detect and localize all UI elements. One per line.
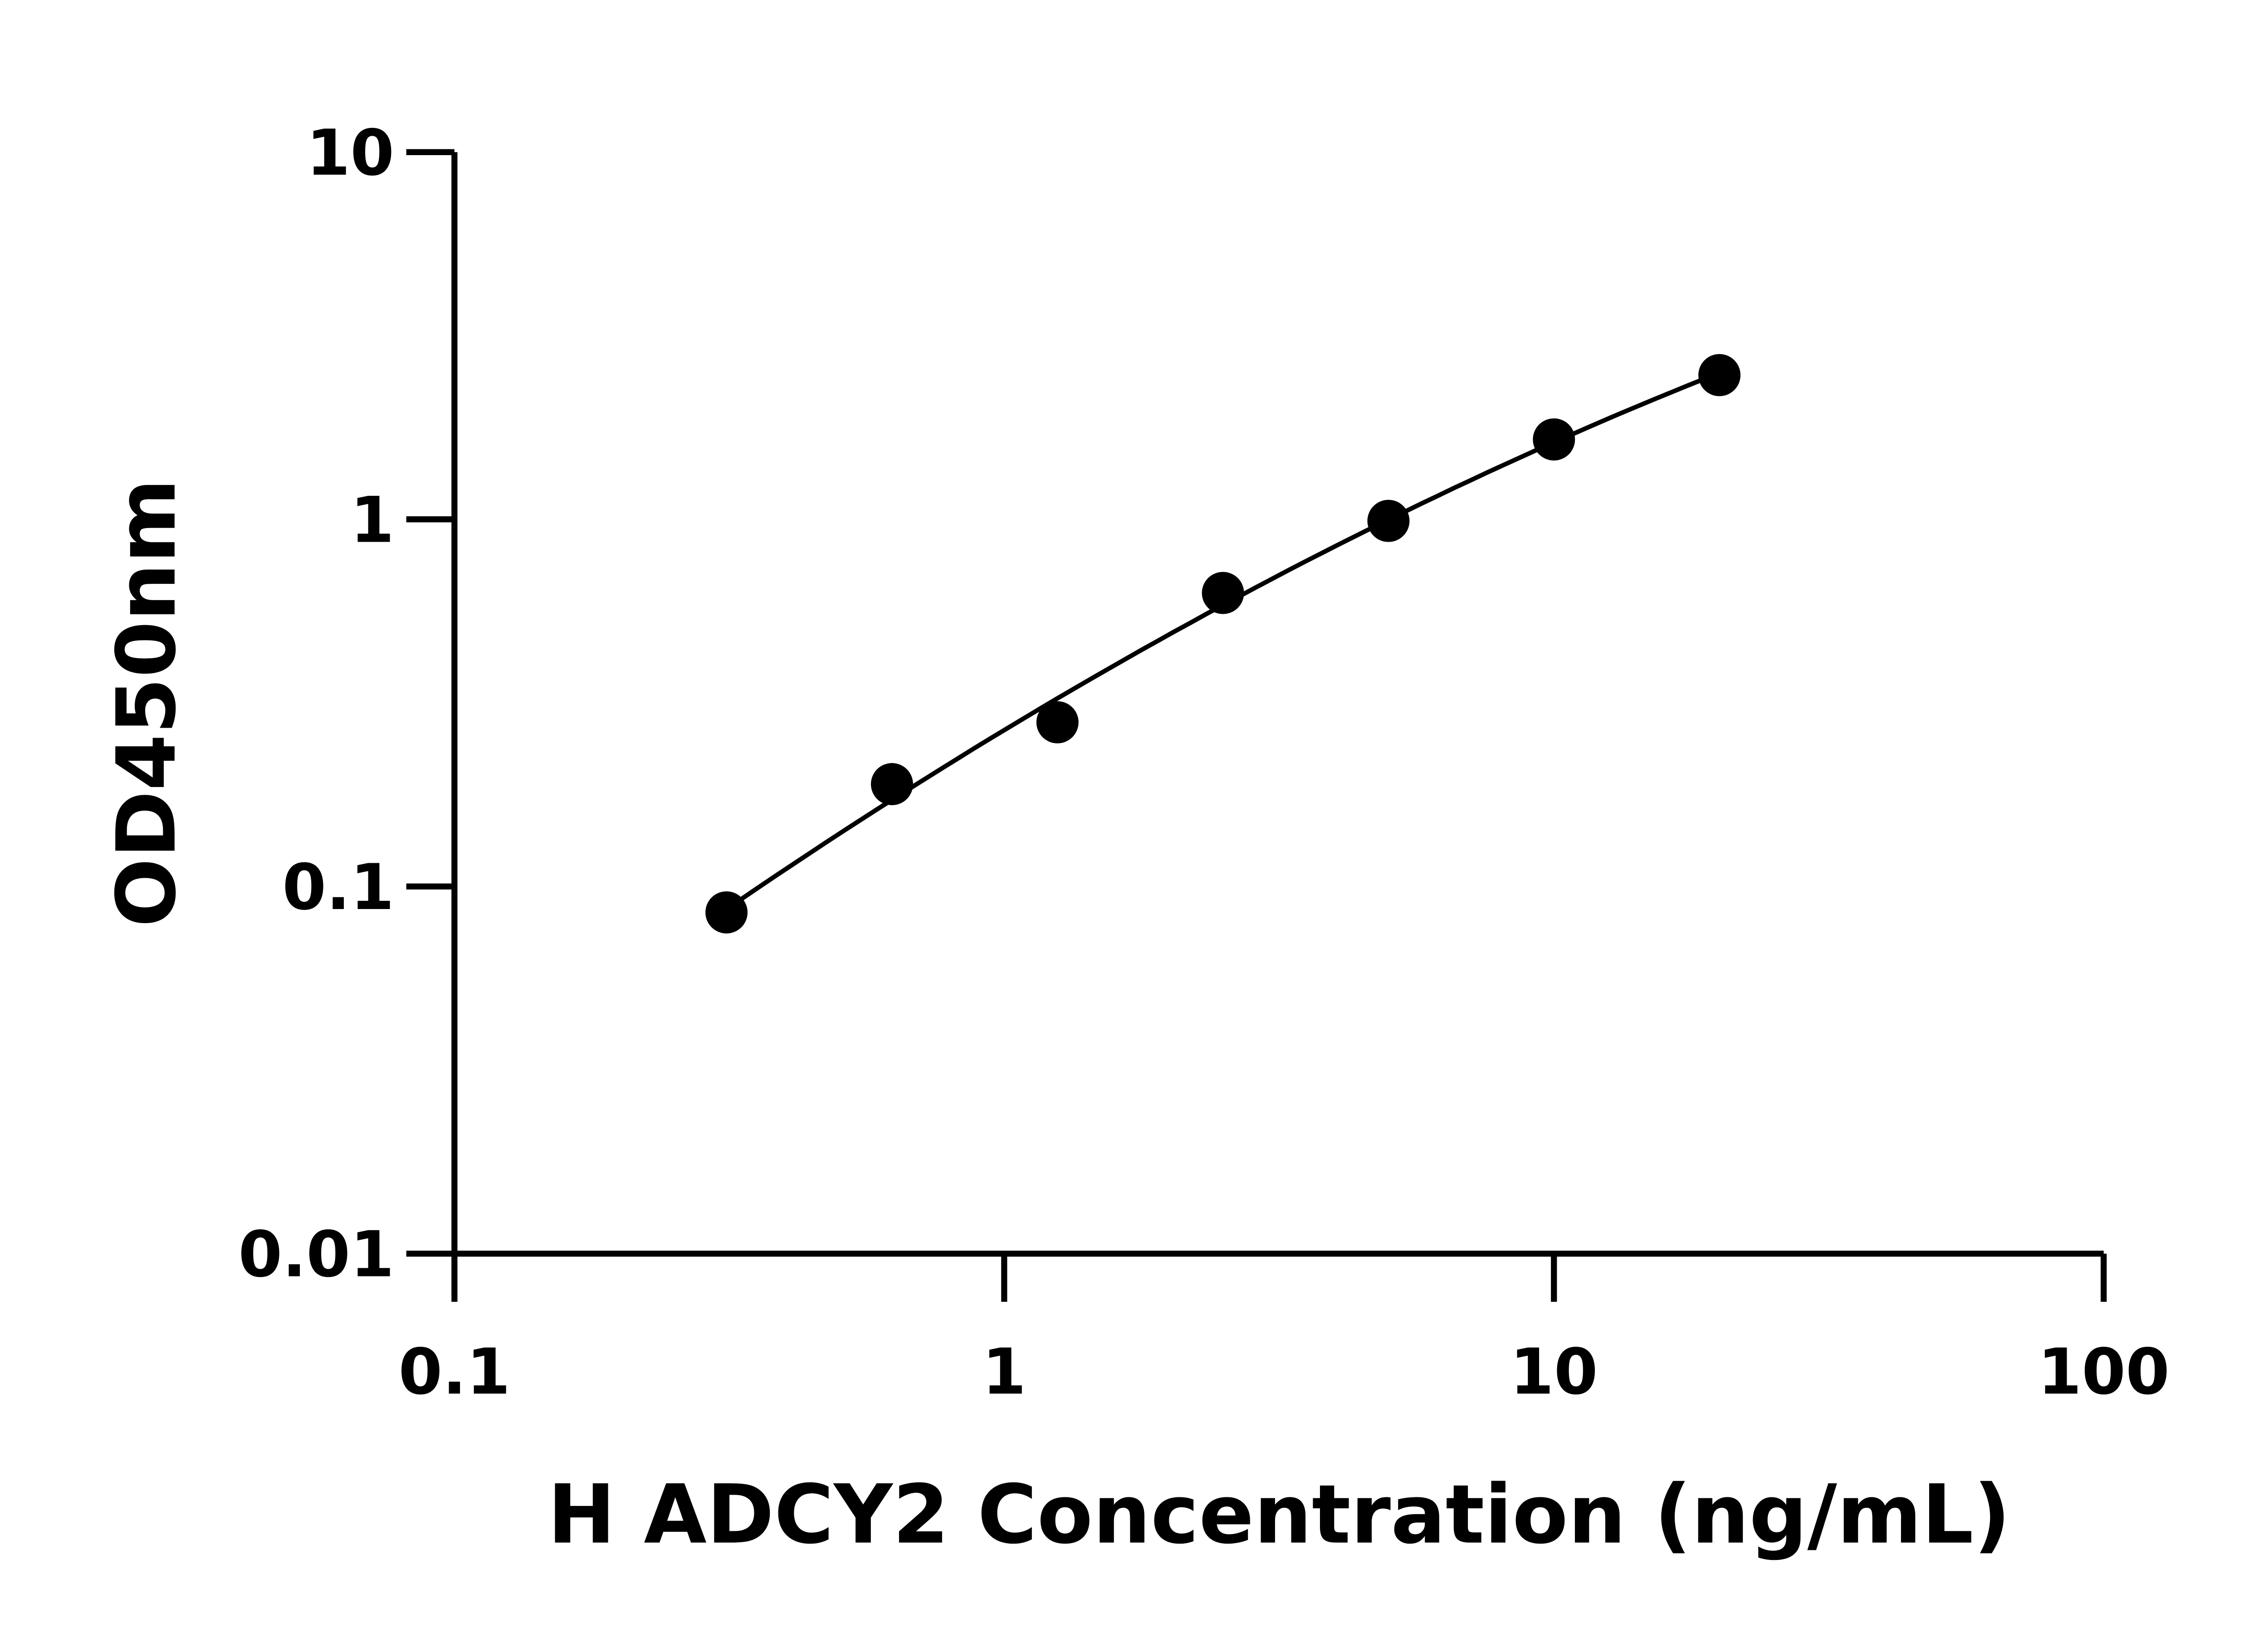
fit-curve-group — [725, 371, 1721, 911]
y-tick-label: 0.1 — [282, 851, 394, 924]
y-tick-label: 10 — [306, 116, 394, 190]
x-tick-label: 1 — [982, 1335, 1026, 1408]
data-point — [1202, 572, 1244, 614]
data-point — [1533, 418, 1575, 461]
data-point — [870, 763, 913, 806]
x-axis-label: H ADCY2 Concentration (ng/mL) — [547, 1468, 2010, 1562]
fit-curve — [725, 371, 1721, 911]
x-tick-label: 0.1 — [398, 1335, 510, 1408]
data-point — [1698, 354, 1741, 396]
y-axis-label: OD450nm — [100, 479, 194, 927]
data-point — [705, 891, 748, 934]
data-point — [1367, 499, 1410, 542]
data-points — [705, 354, 1741, 934]
x-tick-label: 10 — [1510, 1335, 1598, 1408]
y-tick-label: 0.01 — [238, 1217, 394, 1291]
x-tick-label: 100 — [2038, 1335, 2170, 1408]
y-tick-label: 1 — [350, 484, 394, 557]
data-point — [1036, 701, 1079, 743]
